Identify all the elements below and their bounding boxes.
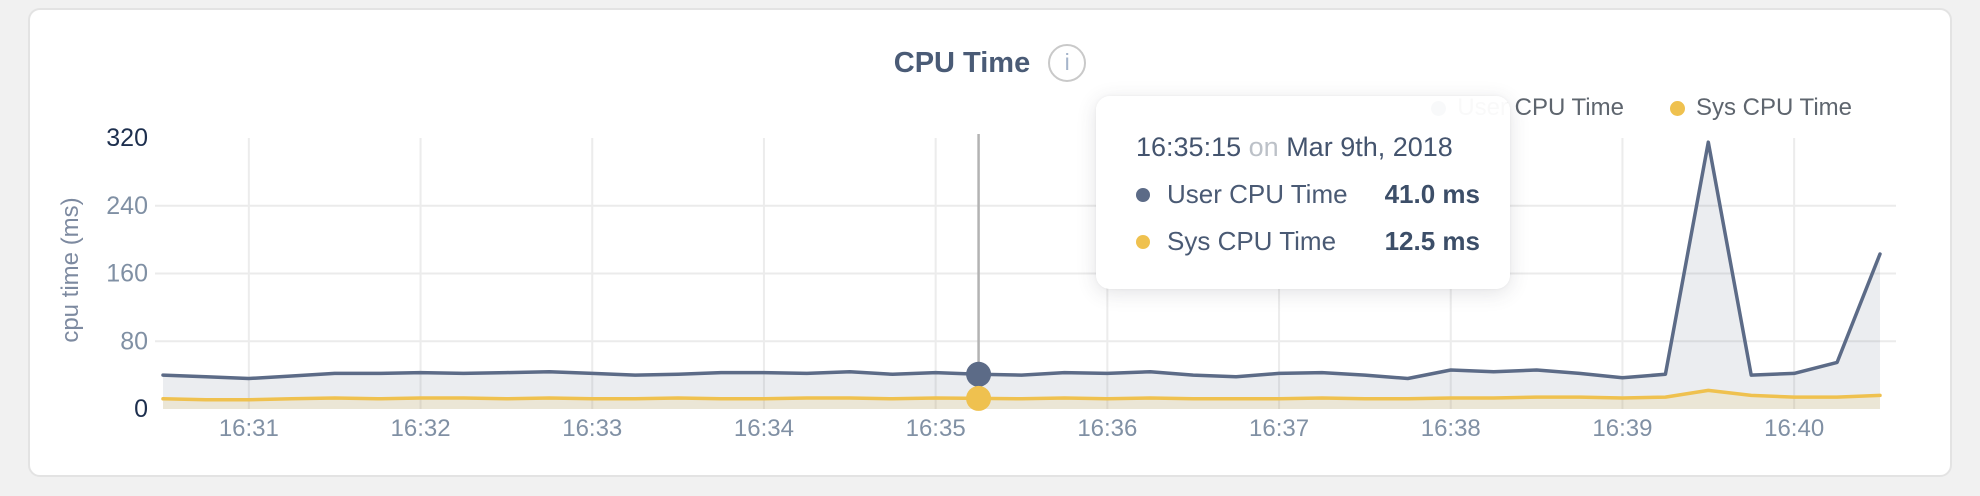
sys-series-dot-icon: [1669, 100, 1685, 116]
x-tick-label: 16:31: [219, 415, 279, 442]
x-tick-label: 16:40: [1764, 415, 1824, 442]
info-icon[interactable]: i: [1048, 44, 1087, 82]
y-tick-label: 320: [106, 124, 148, 152]
tooltip-row-user: User CPU Time 41.0 ms: [1136, 179, 1480, 210]
sys-series-dot-icon: [1136, 234, 1150, 249]
sys-cpu-line: [161, 388, 1882, 402]
chart-header: CPU Time i: [30, 44, 1950, 82]
x-tick-label: 16:38: [1421, 415, 1481, 442]
tooltip-row-sys: Sys CPU Time 12.5 ms: [1136, 226, 1480, 257]
tooltip-label-sys: Sys CPU Time: [1167, 226, 1337, 256]
x-tick-label: 16:34: [734, 415, 794, 442]
tooltip-label-user: User CPU Time: [1167, 179, 1348, 209]
tooltip-value-user: 41.0 ms: [1384, 179, 1480, 209]
chart-title: CPU Time: [893, 46, 1031, 79]
x-tick-label: 16:37: [1249, 415, 1309, 442]
tooltip-header: 16:35:15 on Mar 9th, 2018: [1136, 132, 1480, 163]
user-cpu-area: [163, 142, 1880, 409]
tooltip-time: 16:35:15: [1136, 132, 1242, 162]
tooltip-date: Mar 9th, 2018: [1286, 132, 1453, 162]
chart-tooltip: 16:35:15 on Mar 9th, 2018 User CPU Time …: [1096, 96, 1510, 289]
hover-dot-sys: [966, 385, 992, 411]
hover-dot-user: [966, 361, 992, 387]
legend-item-sys-cpu-time[interactable]: Sys CPU Time: [1669, 94, 1852, 122]
y-tick-label: 160: [106, 260, 148, 288]
y-tick-label: 80: [120, 327, 148, 355]
user-cpu-line: [161, 140, 1882, 381]
x-tick-label: 16:39: [1592, 415, 1652, 442]
x-tick-label: 16:35: [906, 415, 966, 442]
tooltip-value-sys: 12.5 ms: [1384, 226, 1480, 256]
x-tick-label: 16:36: [1077, 415, 1137, 442]
x-tick-label: 16:32: [391, 415, 451, 442]
user-series-dot-icon: [1136, 187, 1150, 202]
x-tick-label: 16:33: [562, 415, 622, 442]
y-tick-label: 240: [106, 192, 148, 220]
tooltip-conjunction: on: [1248, 132, 1279, 162]
y-tick-label: 0: [134, 395, 148, 423]
legend-label-sys: Sys CPU Time: [1695, 94, 1852, 121]
